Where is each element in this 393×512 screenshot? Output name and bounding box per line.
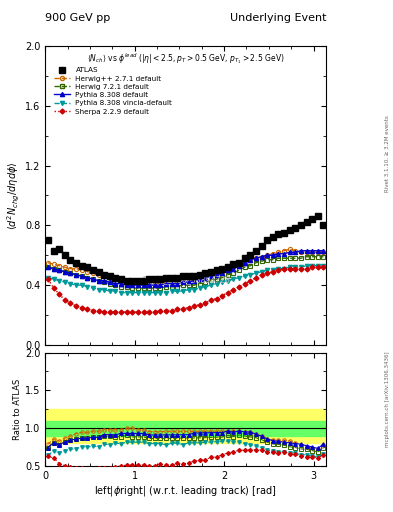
Legend: ATLAS, Herwig++ 2.7.1 default, Herwig 7.2.1 default, Pythia 8.308 default, Pythi: ATLAS, Herwig++ 2.7.1 default, Herwig 7.… bbox=[51, 65, 174, 117]
Bar bbox=[45, 420, 326, 436]
X-axis label: left|$\phi$right| (w.r.t. leading track) [rad]: left|$\phi$right| (w.r.t. leading track)… bbox=[94, 483, 277, 498]
Text: Rivet 3.1.10, ≥ 3.2M events: Rivet 3.1.10, ≥ 3.2M events bbox=[385, 115, 389, 192]
Text: $\langle N_{ch}\rangle$ vs $\phi^{lead}$ ($|\eta|<2.5, p_T>0.5$ GeV, $p_{T_1}>2.: $\langle N_{ch}\rangle$ vs $\phi^{lead}$… bbox=[87, 51, 285, 66]
Text: 900 GeV pp: 900 GeV pp bbox=[45, 13, 110, 23]
Text: Underlying Event: Underlying Event bbox=[230, 13, 326, 23]
Y-axis label: $\langle d^2 N_{chg}/d\eta d\phi \rangle$: $\langle d^2 N_{chg}/d\eta d\phi \rangle… bbox=[6, 161, 22, 230]
Text: mcplots.cern.ch [arXiv:1306.3436]: mcplots.cern.ch [arXiv:1306.3436] bbox=[385, 352, 389, 447]
Bar bbox=[45, 409, 326, 443]
Y-axis label: Ratio to ATLAS: Ratio to ATLAS bbox=[13, 378, 22, 440]
Text: ATLAS_2010_S8894728: ATLAS_2010_S8894728 bbox=[141, 274, 231, 284]
